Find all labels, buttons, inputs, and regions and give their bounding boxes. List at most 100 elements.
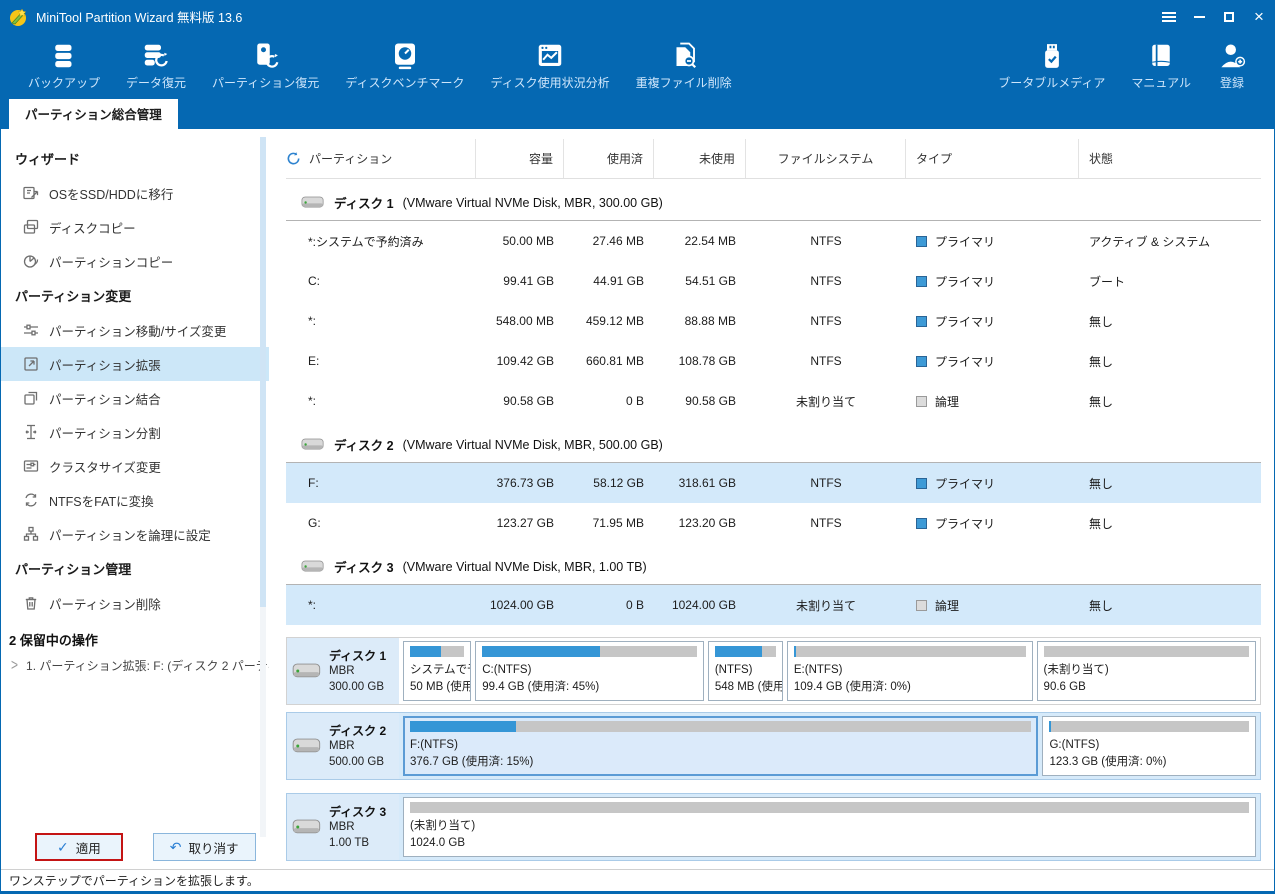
- extend-partition-icon: [24, 357, 38, 371]
- table-row[interactable]: C: 99.41 GB 44.91 GB 54.51 GB NTFS プライマリ…: [286, 261, 1261, 301]
- block-label: (未割り当て): [410, 820, 476, 832]
- table-row-selected[interactable]: *: 1024.00 GB 0 B 1024.00 GB 未割り当て 論理 無し: [286, 585, 1261, 625]
- disk1-map-label[interactable]: ディスク 1 MBR 300.00 GB: [287, 638, 399, 704]
- section-title-partition-management: パーティション管理: [15, 562, 132, 577]
- map-block-e[interactable]: E:(NTFS) 109.4 GB (使用済: 0%): [786, 641, 1033, 701]
- register-icon: [1221, 44, 1246, 68]
- cell-capacity: 109.42 GB: [496, 354, 554, 368]
- cell-capacity: 548.00 MB: [495, 314, 554, 328]
- title-bar: MiniTool Partition Wizard 無料版 13.6 ×: [1, 1, 1274, 32]
- disk-icon: [292, 738, 321, 753]
- map-block-recovery[interactable]: (NTFS) 548 MB (使用: [707, 641, 783, 701]
- block-label: (NTFS): [714, 664, 753, 676]
- block-label: (未割り当て): [1043, 664, 1109, 676]
- sidebar-item-migrate-os[interactable]: OSをSSD/HDDに移行: [1, 176, 269, 210]
- map-disk-name: ディスク 2: [329, 723, 387, 738]
- disk-icon: [292, 663, 321, 678]
- table-row[interactable]: *: 90.58 GB 0 B 90.58 GB 未割り当て 論理 無し: [286, 381, 1261, 421]
- table-row[interactable]: *: 548.00 MB 459.12 MB 88.88 MB NTFS プライ…: [286, 301, 1261, 341]
- tab-bar: パーティション総合管理: [1, 99, 1274, 129]
- table-row-selected[interactable]: F: 376.73 GB 58.12 GB 318.61 GB NTFS プライ…: [286, 463, 1261, 503]
- table-row[interactable]: *:システムで予約済み 50.00 MB 27.46 MB 22.54 MB N…: [286, 221, 1261, 261]
- sidebar-item-label: ディスクコピー: [49, 221, 136, 236]
- sidebar-item-partition-copy[interactable]: パーティションコピー: [1, 244, 269, 278]
- maximize-button[interactable]: [1214, 1, 1244, 32]
- sidebar-item-label: クラスタサイズ変更: [49, 460, 161, 475]
- sidebar-scrollbar[interactable]: [260, 137, 266, 837]
- cell-partition: E:: [308, 354, 320, 368]
- toolbar-manual[interactable]: マニュアル: [1118, 36, 1204, 102]
- map-block-system-reserved[interactable]: システムで予約 50 MB (使用済: [403, 641, 472, 701]
- toolbar-data-recovery[interactable]: データ復元: [113, 36, 199, 102]
- disk1-group-header[interactable]: ディスク 1 (VMware Virtual NVMe Disk, MBR, 3…: [286, 185, 1261, 221]
- map-block-f-selected[interactable]: F:(NTFS) 376.7 GB (使用済: 15%): [403, 716, 1039, 776]
- sidebar-item-disk-copy[interactable]: ディスクコピー: [1, 210, 269, 244]
- sidebar-item-extend-partition[interactable]: パーティション拡張: [1, 347, 269, 381]
- block-size: 99.4 GB (使用済: 45%): [482, 680, 600, 693]
- cell-status: アクティブ & システム: [1089, 234, 1210, 249]
- minimize-button[interactable]: [1184, 1, 1214, 32]
- undo-button-label: 取り消す: [188, 841, 239, 856]
- undo-button[interactable]: ↶ 取り消す: [152, 833, 256, 861]
- cell-status: 無し: [1089, 394, 1114, 409]
- disk3-map-label[interactable]: ディスク 3 MBR 1.00 TB: [287, 794, 399, 860]
- map-block-unallocated[interactable]: (未割り当て) 90.6 GB: [1036, 641, 1256, 701]
- section-title-partition-change: パーティション変更: [15, 289, 132, 304]
- toolbar-label: ディスク使用状況分析: [490, 76, 610, 90]
- disk3-group-header[interactable]: ディスク 3 (VMware Virtual NVMe Disk, MBR, 1…: [286, 549, 1261, 585]
- usage-bar: [410, 802, 1249, 813]
- disk1-map-row: ディスク 1 MBR 300.00 GB システムで予約 50 MB (使用済: [286, 637, 1261, 705]
- refresh-icon[interactable]: [286, 151, 301, 166]
- cell-used: 44.91 GB: [593, 274, 644, 288]
- table-row[interactable]: G: 123.27 GB 71.95 MB 123.20 GB NTFS プライ…: [286, 503, 1261, 543]
- cell-partition: *:システムで予約済み: [308, 234, 424, 249]
- cell-filesystem: 未割り当て: [795, 394, 856, 409]
- block-label: G:(NTFS): [1049, 739, 1100, 751]
- tab-partition-management[interactable]: パーティション総合管理: [9, 99, 178, 129]
- sidebar-item-set-logical[interactable]: パーティションを論理に設定: [1, 517, 269, 551]
- block-size: 90.6 GB: [1043, 680, 1086, 693]
- toolbar-disk-benchmark[interactable]: ディスクベンチマーク: [332, 36, 477, 102]
- main-toolbar: バックアップ データ復元 パーティション復元: [1, 32, 1274, 102]
- block-size: 123.3 GB (使用済: 0%): [1049, 755, 1167, 768]
- disk-info: (VMware Virtual NVMe Disk, MBR, 500.00 G…: [402, 437, 663, 452]
- disk-info: (VMware Virtual NVMe Disk, MBR, 1.00 TB): [402, 559, 647, 574]
- table-row[interactable]: E: 109.42 GB 660.81 MB 108.78 GB NTFS プラ…: [286, 341, 1261, 381]
- menu-button[interactable]: [1154, 1, 1184, 32]
- disk-map: ディスク 1 MBR 300.00 GB システムで予約 50 MB (使用済: [286, 637, 1261, 861]
- pending-operation-item[interactable]: > 1. パーティション拡張: F: (ディスク 2 パーティ...: [1, 653, 269, 677]
- apply-button[interactable]: ✓ 適用: [35, 833, 123, 861]
- toolbar-label: パーティション復元: [212, 76, 320, 90]
- block-label: システムで予約: [410, 664, 470, 676]
- scrollbar-thumb[interactable]: [260, 137, 266, 607]
- map-block-unallocated[interactable]: (未割り当て) 1024.0 GB: [403, 797, 1256, 857]
- cell-type: プライマリ: [935, 274, 996, 289]
- map-block-c[interactable]: C:(NTFS) 99.4 GB (使用済: 45%): [475, 641, 704, 701]
- toolbar-disk-usage[interactable]: ディスク使用状況分析: [477, 36, 622, 102]
- hamburger-icon: [1162, 11, 1176, 22]
- sidebar-item-split-partition[interactable]: パーティション分割: [1, 415, 269, 449]
- disk2-group-header[interactable]: ディスク 2 (VMware Virtual NVMe Disk, MBR, 5…: [286, 427, 1261, 463]
- sidebar-item-delete-partition[interactable]: パーティション削除: [1, 586, 269, 620]
- disk2-map-label[interactable]: ディスク 2 MBR 500.00 GB: [287, 713, 399, 779]
- sidebar-item-cluster-size[interactable]: クラスタサイズ変更: [1, 449, 269, 483]
- backup-icon: [55, 44, 72, 68]
- map-disk-size: 300.00 GB: [329, 680, 384, 693]
- map-disk-scheme: MBR: [329, 664, 355, 677]
- toolbar-backup[interactable]: バックアップ: [15, 36, 113, 102]
- toolbar-partition-recovery[interactable]: パーティション復元: [199, 36, 332, 102]
- undo-arrow-icon: ↶: [169, 838, 182, 855]
- map-disk-size: 500.00 GB: [329, 755, 384, 768]
- close-button[interactable]: ×: [1244, 1, 1274, 32]
- sidebar-item-move-resize[interactable]: パーティション移動/サイズ変更: [1, 313, 269, 347]
- map-block-g[interactable]: G:(NTFS) 123.3 GB (使用済: 0%): [1042, 716, 1256, 776]
- toolbar-bootable-media[interactable]: ブータブルメディア: [985, 36, 1118, 102]
- minimize-icon: [1193, 15, 1205, 18]
- sidebar-item-ntfs-to-fat[interactable]: NTFSをFATに変換: [1, 483, 269, 517]
- cell-status: 無し: [1089, 476, 1114, 491]
- toolbar-register[interactable]: 登録: [1204, 36, 1260, 102]
- sidebar-item-merge-partition[interactable]: パーティション結合: [1, 381, 269, 415]
- col-used: 使用済: [564, 139, 654, 178]
- toolbar-duplicate-remover[interactable]: 重複ファイル削除: [623, 36, 745, 102]
- cell-unused: 318.61 GB: [678, 476, 736, 490]
